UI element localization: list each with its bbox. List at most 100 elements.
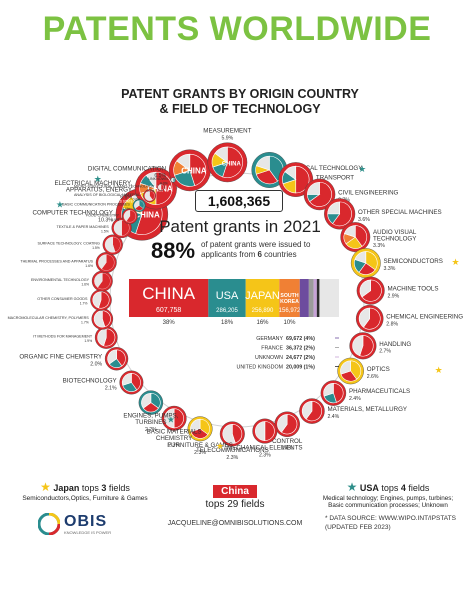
field-mechanical-elements-slice-china bbox=[264, 421, 275, 441]
bar-usa-value: 286,205 bbox=[216, 308, 238, 314]
field-digital-communication-slice-other bbox=[176, 153, 191, 171]
field-semiconductors-slice-japan bbox=[365, 251, 378, 271]
field-unknown-pct: 0.0% bbox=[160, 181, 168, 185]
field-control-label: CONTROL bbox=[272, 438, 303, 445]
bar-japan bbox=[245, 279, 280, 317]
data-updated-line: (UPDATED FEB 2023) bbox=[325, 524, 391, 531]
bar-other bbox=[319, 279, 339, 317]
field-basic-materials-chemistry-pct: 2.3% bbox=[168, 443, 180, 449]
field-digital-communication-inner-label: CHINA bbox=[181, 166, 207, 175]
field-measurement-inner-label: CHINA bbox=[222, 161, 242, 167]
field-electrical-machinery-apparatus-energy-slice-other bbox=[145, 171, 157, 190]
obis-logo: OBIS KNOWLEDGE IS POWER bbox=[38, 512, 148, 538]
field-engines-pumps-turbines-star-icon: ★ bbox=[167, 415, 175, 425]
field-textile-paper-machines-pct: 1.5% bbox=[101, 229, 109, 233]
field-other-consumer-goods-label: OTHER CONSUMER GOODS bbox=[37, 297, 88, 301]
field-computer-technology-inner-label-2: UNITED STATES OF AMERICA bbox=[110, 200, 156, 204]
usa-star-icon: ★ bbox=[346, 480, 358, 494]
field-optics-star-icon: ★ bbox=[435, 365, 443, 375]
bar-china-value: 607,758 bbox=[156, 307, 181, 314]
field-materials-metallurgy-slice-other bbox=[301, 401, 313, 420]
legend-row-united-kingdom-label: UNITED KINGDOM bbox=[237, 365, 284, 371]
field-digital-communication-label: DIGITAL COMMUNICATION bbox=[88, 165, 166, 172]
field-thermal-processes-and-apparatus-slice-china bbox=[101, 254, 115, 271]
legend-row-unknown-label: UNKNOWN bbox=[255, 355, 283, 361]
page-title: PATENTS WORLDWIDE bbox=[42, 10, 432, 48]
field-food-chemistry-pct: 0.9% bbox=[111, 218, 119, 222]
field-biotechnology-label: BIOTECHNOLOGY bbox=[63, 377, 117, 384]
field-measurement-label: MEASUREMENT bbox=[203, 128, 251, 135]
share-text-2a: applicants from bbox=[201, 250, 258, 259]
field-engines-pumps-turbines-label: ENGINES, PUMPS, bbox=[123, 412, 178, 419]
share-text-line-1: of patent grants were issued to bbox=[201, 240, 311, 249]
field-surface-technology-coating-slice-china bbox=[112, 236, 121, 253]
data-source-line: * DATA SOURCE: WWW.WIPO.INT/IPSTATS bbox=[325, 515, 456, 522]
field-digital-communication-pct: 6.5% bbox=[154, 173, 166, 179]
field-engines-pumps-turbines-slice-usa bbox=[150, 392, 161, 409]
field-telecommunications-slice-other bbox=[222, 424, 236, 444]
field-macromolecular-chemistry-polymers-pct: 1.7% bbox=[81, 320, 89, 324]
field-other-special-machines-slice-other bbox=[327, 201, 340, 215]
field-basic-communication-processes-label: BASIC COMMUNICATION PROCESSES bbox=[62, 203, 130, 207]
field-basic-communication-processes-star-icon: ★ bbox=[56, 200, 64, 210]
field-audio-visual-technology-label-2: TECHNOLOGY bbox=[373, 235, 416, 242]
field-other-special-machines-slice-china bbox=[332, 201, 352, 227]
legend-row-germany-value: 69,672 (4%) bbox=[286, 336, 315, 342]
field-surface-technology-coating-slice-other bbox=[104, 236, 116, 253]
field-other-special-machines-pct: 3.6% bbox=[358, 217, 370, 223]
share-text: of patent grants were issued to applican… bbox=[201, 240, 351, 260]
field-semiconductors-slice-other bbox=[354, 251, 367, 264]
japan-key: ★ Japan tops 3 fields Semiconductors,Opt… bbox=[10, 480, 160, 502]
field-pharmaceuticals-label: PHARMACEUTICALS bbox=[349, 388, 410, 395]
field-civil-engineering-label: CIVIL ENGINEERING bbox=[338, 189, 398, 196]
total-box: 1,608,365 bbox=[195, 190, 283, 212]
contact-email[interactable]: JACQUELINE@OMNIBISOLUTIONS.COM bbox=[167, 520, 303, 527]
field-control-slice-other bbox=[277, 414, 288, 433]
bar-china-pct: 38% bbox=[163, 320, 176, 326]
field-micro-structural-nano-technology-label: MICRO-STRUCTURAL & NANO-TECHNOLOGY bbox=[74, 184, 155, 188]
usa-key-a: USA bbox=[359, 483, 379, 493]
bar-france bbox=[308, 279, 314, 317]
field-thermal-processes-and-apparatus-label: THERMAL PROCESSES AND APPARATUS bbox=[20, 260, 93, 264]
field-semiconductors-pct: 3.3% bbox=[384, 266, 396, 272]
bar-south-korea bbox=[279, 279, 300, 317]
field-chemical-engineering-pct: 2.8% bbox=[386, 322, 398, 328]
field-chemical-engineering-slice-china bbox=[363, 307, 381, 330]
usa-key-c: 4 bbox=[400, 483, 406, 493]
field-telecommunications-pct: 2.3% bbox=[226, 455, 238, 461]
field-organic-fine-chemistry-pct: 2.0% bbox=[90, 362, 102, 368]
field-electrical-machinery-apparatus-energy-label-2: APPARATUS, ENERGY bbox=[66, 187, 132, 194]
usa-key-sub-2: Basic communication processes; Unknown bbox=[328, 502, 448, 509]
field-chemical-engineering-slice-other bbox=[358, 307, 370, 328]
bar-japan-pct: 16% bbox=[256, 320, 269, 326]
field-basic-materials-chemistry-label-2: CHEMISTRY bbox=[156, 435, 192, 442]
stacked-bar: CHINA 607,758 38% USA 286,205 18% JAPAN 256,890… bbox=[129, 279, 339, 371]
bar-united-kingdom bbox=[316, 279, 320, 317]
field-environmental-technology-pct: 1.6% bbox=[81, 283, 89, 287]
field-basic-communication-processes-slice-other bbox=[134, 200, 140, 209]
japan-star-icon: ★ bbox=[40, 480, 51, 494]
field-machine-tools-slice-other bbox=[359, 279, 371, 298]
field-electrical-machinery-apparatus-energy-pct: 6.6% bbox=[120, 194, 132, 200]
field-textile-paper-machines-label: TEXTILE & PAPER MACHINES bbox=[57, 225, 110, 229]
field-optics-slice-other bbox=[340, 360, 351, 375]
legend-row-united-kingdom-value: 20,009 (1%) bbox=[286, 365, 315, 371]
field-medical-technology-star-icon: ★ bbox=[358, 164, 366, 174]
field-furniture-games-pct: 2.3% bbox=[194, 450, 206, 456]
subtitle-line-2: & FIELD OF TECHNOLOGY bbox=[159, 102, 321, 116]
field-audio-visual-technology-slice-other bbox=[344, 225, 356, 238]
field-transport-slice-other bbox=[284, 165, 297, 181]
field-handling-slice-other bbox=[352, 335, 364, 357]
bar-usa-pct: 18% bbox=[221, 320, 234, 326]
obis-logo-icon bbox=[38, 513, 60, 535]
field-basic-materials-chemistry-slice-china bbox=[173, 408, 184, 429]
field-bubbles: CHINA UNITED STATES OF AMERICA JAPAN COMPUT… bbox=[8, 128, 464, 461]
field-furniture-games-slice-japan bbox=[199, 418, 210, 435]
